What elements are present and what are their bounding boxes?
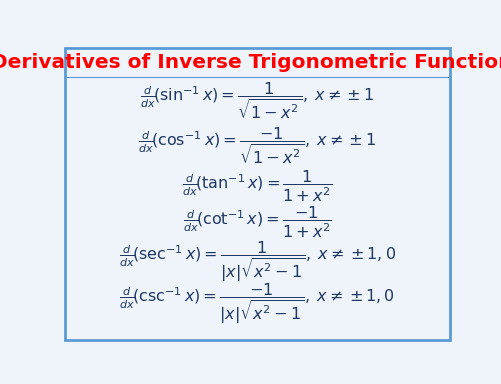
Text: $\frac{d}{dx}\!\left(\cos^{-1}x\right) = \dfrac{-1}{\sqrt{1-x^{2}}},\; x\neq \pm: $\frac{d}{dx}\!\left(\cos^{-1}x\right) =… <box>138 125 376 166</box>
Text: $\frac{d}{dx}\!\left(\sin^{-1}x\right) = \dfrac{1}{\sqrt{1-x^{2}}},\; x\neq \pm : $\frac{d}{dx}\!\left(\sin^{-1}x\right) =… <box>140 80 374 121</box>
Text: Derivatives of Inverse Trigonometric Functions: Derivatives of Inverse Trigonometric Fun… <box>0 53 501 72</box>
Text: $\frac{d}{dx}\!\left(\csc^{-1}x\right) = \dfrac{-1}{|x|\sqrt{x^{2}-1}},\; x\neq : $\frac{d}{dx}\!\left(\csc^{-1}x\right) =… <box>119 281 394 326</box>
Text: $\frac{d}{dx}\!\left(\tan^{-1}x\right) = \dfrac{1}{1+x^{2}}$: $\frac{d}{dx}\!\left(\tan^{-1}x\right) =… <box>182 169 332 204</box>
Text: $\frac{d}{dx}\!\left(\sec^{-1}x\right) = \dfrac{1}{|x|\sqrt{x^{2}-1}},\; x\neq \: $\frac{d}{dx}\!\left(\sec^{-1}x\right) =… <box>119 240 395 285</box>
Text: $\frac{d}{dx}\!\left(\cot^{-1}x\right) = \dfrac{-1}{1+x^{2}}$: $\frac{d}{dx}\!\left(\cot^{-1}x\right) =… <box>182 204 331 240</box>
FancyBboxPatch shape <box>65 48 449 340</box>
